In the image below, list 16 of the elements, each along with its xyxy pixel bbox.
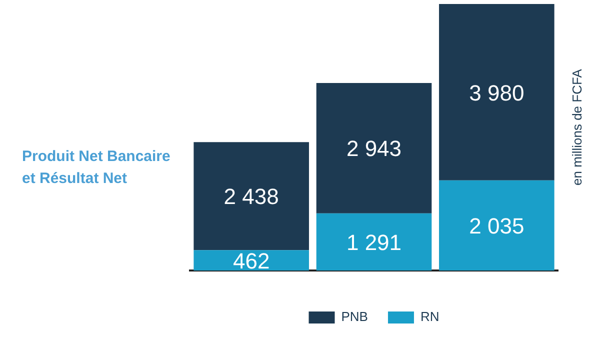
data-label: 2 943 bbox=[346, 136, 402, 162]
data-label: 1 291 bbox=[346, 230, 402, 256]
bar bbox=[439, 4, 554, 180]
legend-label: RN bbox=[420, 309, 440, 324]
bar bbox=[194, 250, 309, 271]
bar bbox=[194, 142, 309, 250]
data-label: 3 980 bbox=[469, 80, 524, 106]
data-label: 2 035 bbox=[469, 214, 524, 239]
bar bbox=[316, 82, 432, 214]
y-axis-title: en millions de FCFA bbox=[570, 68, 585, 186]
legend-label: PNB bbox=[341, 309, 368, 324]
bar bbox=[439, 180, 554, 271]
bar bbox=[316, 213, 432, 271]
text: Produit Net Bancaire et Résultat Net bbox=[22, 147, 172, 189]
data-label: 2 438 bbox=[224, 184, 279, 210]
data-label: 462 bbox=[232, 248, 270, 274]
